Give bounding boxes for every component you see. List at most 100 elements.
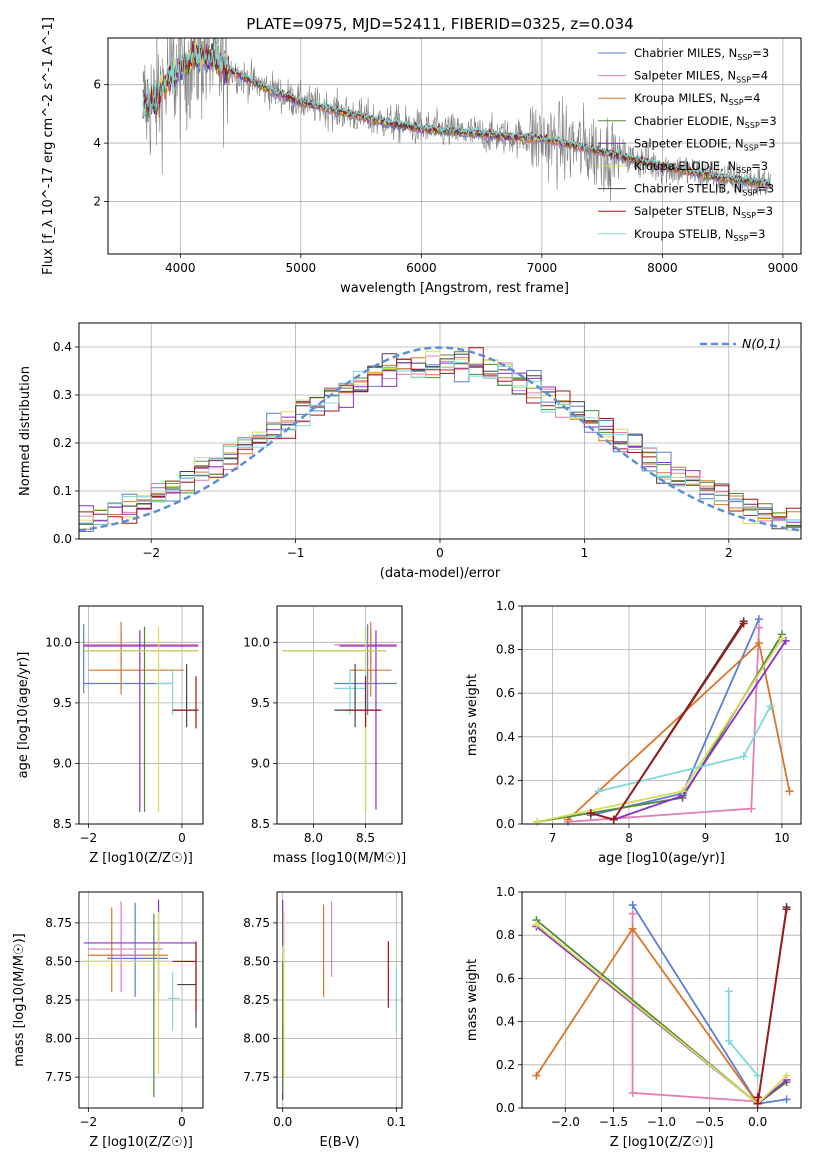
y-tick-label: 0.0 [496,817,515,831]
x-tick-label: −2 [80,831,98,845]
y-tick-label: 0.4 [53,340,72,354]
weight-marker [739,619,748,628]
legend-entry: Salpeter MILES, NSSP=4 [634,69,768,85]
x-axis-label: Z [log10(Z/Z☉)] [89,1135,193,1150]
y-tick-label: 0.0 [496,1101,515,1115]
legend-ssp-subscript: SSP [741,211,756,220]
x-axis-label: age [log10(age/yr)] [598,851,725,866]
legend-nssp-value: =3 [757,182,774,196]
weight-marker [532,1071,541,1080]
x-axis-label: mass [log10(M/M☉)] [273,851,406,866]
weight-marker [785,787,794,796]
errorbar-plot-area [282,899,397,1101]
legend-ssp-subscript: SSP [745,121,760,130]
legend-ssp-subscript: SSP [736,166,751,175]
legend-model-name: Salpeter MILES [634,69,720,83]
y-axis-label: Normed distribution [18,366,33,496]
y-tick-label: 1.0 [496,599,515,613]
legend-nssp-label: , N [721,46,737,60]
residual-histogram-6 [79,353,801,530]
legend-nssp-label: , N [720,69,736,83]
y-tick-label: 0.0 [53,532,72,546]
y-tick-label: 9.0 [251,756,270,770]
x-tick-label: −1.0 [647,1115,676,1129]
legend-nssp-label: , N [728,136,744,150]
weight-marker [766,702,775,711]
y-tick-label: 1.0 [496,885,515,899]
y-tick-label: 8.25 [243,993,270,1007]
age-vs-Z-panel: −2 0 8.5 9.0 9.5 10.0 Z [log10(Z/Z☉)] age [log1… [16,605,204,866]
legend-ssp-subscript: SSP [736,76,751,85]
errorbar-plot-area [282,621,397,812]
errorbar-plot-area [83,899,197,1098]
legend-nssp-value: =3 [760,114,777,128]
legend-model-name: Salpeter STELIB [634,204,725,218]
legend-entry: Chabrier MILES, NSSP=3 [634,46,769,62]
weight-vs-age-panel: 7 8 9 10 0.0 0.2 0.4 0.6 0.8 1.0 age [log10(age/yr… [465,599,802,866]
y-tick-label: 8.25 [45,993,72,1007]
legend-entry: Chabrier STELIB, NSSP=3 [634,182,774,198]
x-tick-label: 0 [178,831,186,845]
axes-frame [78,322,802,540]
legend-model-name: Kroupa MILES [634,91,713,105]
axes-frame [276,605,403,825]
x-tick-label: −0.5 [695,1115,724,1129]
y-tick-label: 8.5 [251,817,270,831]
weight-vs-Z-panel: −2.0 −1.5 −1.0 −0.5 0.0 0.0 0.2 0.4 0.6 0.8 1.0 Z [… [465,885,802,1150]
residual-histogram-8 [79,362,801,525]
y-tick-label: 10.0 [45,635,72,649]
axes-frame [521,605,802,825]
weight-marker [609,815,618,824]
legend-nssp-value: =3 [756,204,773,218]
y-tick-label: 0.6 [496,686,515,700]
y-axis-label: mass [log10(M/M☉)] [12,933,27,1066]
weight-marker [777,634,786,643]
x-axis-label: E(B-V) [319,1135,359,1150]
x-tick-label: −2.0 [551,1115,580,1129]
weight-plot-area [532,900,791,1108]
y-tick-label: 0.2 [496,1058,515,1072]
legend-nssp-label: , N [726,182,742,196]
legend-ssp-subscript: SSP [742,189,757,198]
y-tick-label: 8.5 [53,817,72,831]
y-tick-label: 8.50 [243,954,270,968]
weight-marker [754,639,763,648]
y-tick-label: 2 [93,194,101,208]
weight-marker [628,900,637,909]
weight-marker [753,1071,762,1080]
y-axis-label: age [log10(age/yr)] [16,652,31,779]
x-tick-label: −1.5 [599,1115,628,1129]
x-tick-label: 9000 [768,261,799,275]
y-tick-label: 0.2 [53,436,72,450]
x-tick-label: 0.0 [748,1115,767,1129]
y-tick-label: 10.0 [243,635,270,649]
y-tick-label: 0.8 [496,643,515,657]
weight-line-6 [598,705,772,793]
y-tick-label: 8.75 [243,916,270,930]
weight-marker [724,1037,733,1046]
axes-frame [276,891,403,1109]
y-tick-label: 8.00 [243,1032,270,1046]
legend-model-name: Salpeter ELODIE [634,136,728,150]
legend-nssp-value: =3 [759,136,776,150]
legend-nssp-label: , N [713,91,729,105]
x-tick-label: 2 [725,546,733,560]
x-tick-label: 4000 [165,261,196,275]
y-tick-label: 7.75 [243,1070,270,1084]
weight-marker [739,752,748,761]
weight-marker [586,809,595,818]
y-tick-label: 6 [93,78,101,92]
y-tick-label: 9.5 [251,696,270,710]
x-tick-label: 0.0 [273,1115,292,1129]
legend-nssp-label: , N [718,227,734,241]
legend-nssp-label: , N [725,204,741,218]
x-tick-label: 8 [625,831,633,845]
legend-entry: Chabrier ELODIE, NSSP=3 [634,114,777,130]
residuals-plot-area [79,346,801,532]
y-tick-label: 0.4 [496,730,515,744]
y-axis-label: mass weight [465,674,480,756]
weight-line-8 [756,909,788,1104]
axes-frame [78,891,204,1109]
